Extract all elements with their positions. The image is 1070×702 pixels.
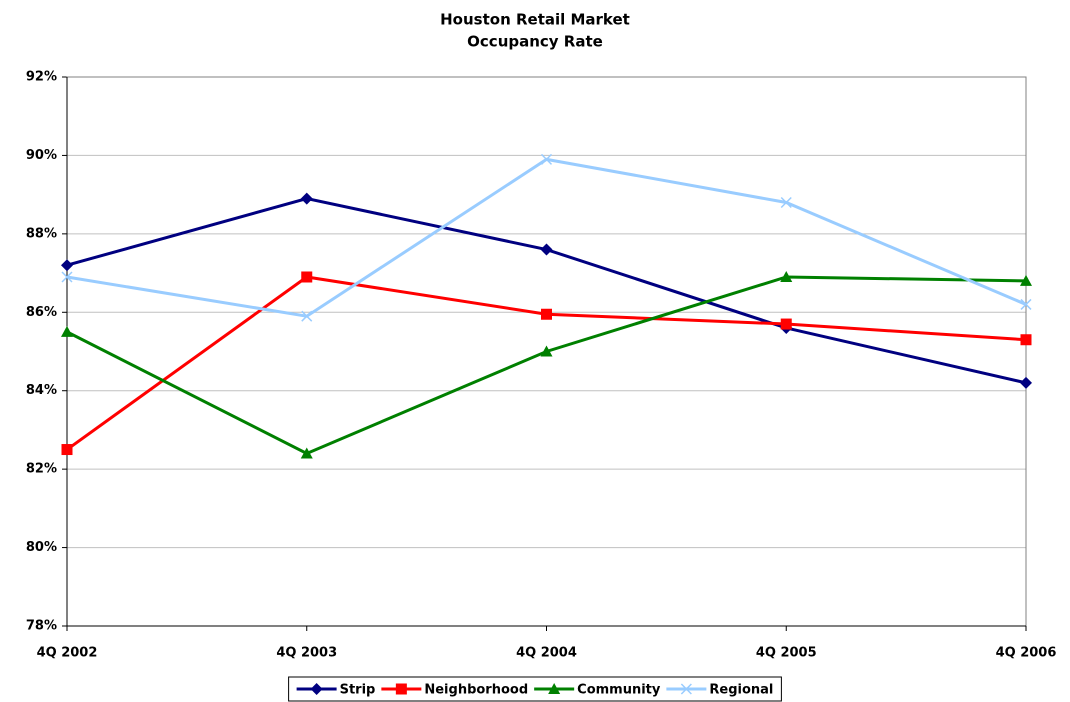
y-tick-label: 84% bbox=[26, 383, 57, 398]
y-tick-label: 78% bbox=[26, 619, 57, 634]
y-tick-label: 80% bbox=[26, 540, 57, 555]
x-tick-label: 4Q 2004 bbox=[516, 646, 577, 661]
x-tick-label: 4Q 2005 bbox=[756, 646, 817, 661]
marker bbox=[395, 683, 407, 695]
chart-subtitle: Occupancy Rate bbox=[467, 33, 603, 51]
x-tick-label: 4Q 2003 bbox=[276, 646, 337, 661]
marker bbox=[300, 447, 313, 459]
chart-title: Houston Retail Market bbox=[440, 11, 630, 29]
y-tick-label: 92% bbox=[26, 70, 57, 85]
marker bbox=[300, 192, 313, 205]
series-line bbox=[66, 275, 1027, 456]
marker bbox=[301, 310, 313, 322]
series-line bbox=[66, 275, 1027, 451]
marker bbox=[780, 270, 793, 282]
marker bbox=[61, 259, 73, 272]
marker bbox=[780, 196, 792, 209]
marker bbox=[540, 345, 553, 357]
legend: Strip Neighborhood Community Regional bbox=[288, 676, 782, 702]
legend-label: Community bbox=[577, 683, 661, 698]
legend-label: Strip bbox=[340, 683, 376, 698]
marker bbox=[61, 444, 73, 456]
marker bbox=[780, 318, 792, 330]
marker bbox=[541, 308, 552, 320]
marker bbox=[310, 683, 323, 695]
legend-label: Regional bbox=[709, 683, 773, 698]
y-tick-label: 90% bbox=[26, 148, 57, 163]
y-tick-label: 86% bbox=[26, 305, 57, 320]
legend-label: Neighborhood bbox=[424, 683, 528, 698]
marker bbox=[1020, 298, 1032, 310]
x-tick-label: 4Q 2006 bbox=[996, 646, 1057, 661]
marker bbox=[61, 325, 73, 337]
series-line bbox=[66, 157, 1027, 318]
marker bbox=[1020, 274, 1032, 286]
marker bbox=[301, 271, 313, 283]
x-tick-label: 4Q 2002 bbox=[37, 646, 98, 661]
y-tick-label: 88% bbox=[26, 226, 57, 241]
marker bbox=[1020, 334, 1032, 346]
legend-box bbox=[288, 676, 782, 702]
marker bbox=[680, 683, 692, 695]
marker bbox=[61, 271, 73, 283]
marker bbox=[540, 243, 553, 256]
y-tick-label: 82% bbox=[26, 462, 57, 477]
marker bbox=[1020, 376, 1032, 389]
marker bbox=[548, 683, 561, 694]
marker bbox=[540, 153, 553, 165]
